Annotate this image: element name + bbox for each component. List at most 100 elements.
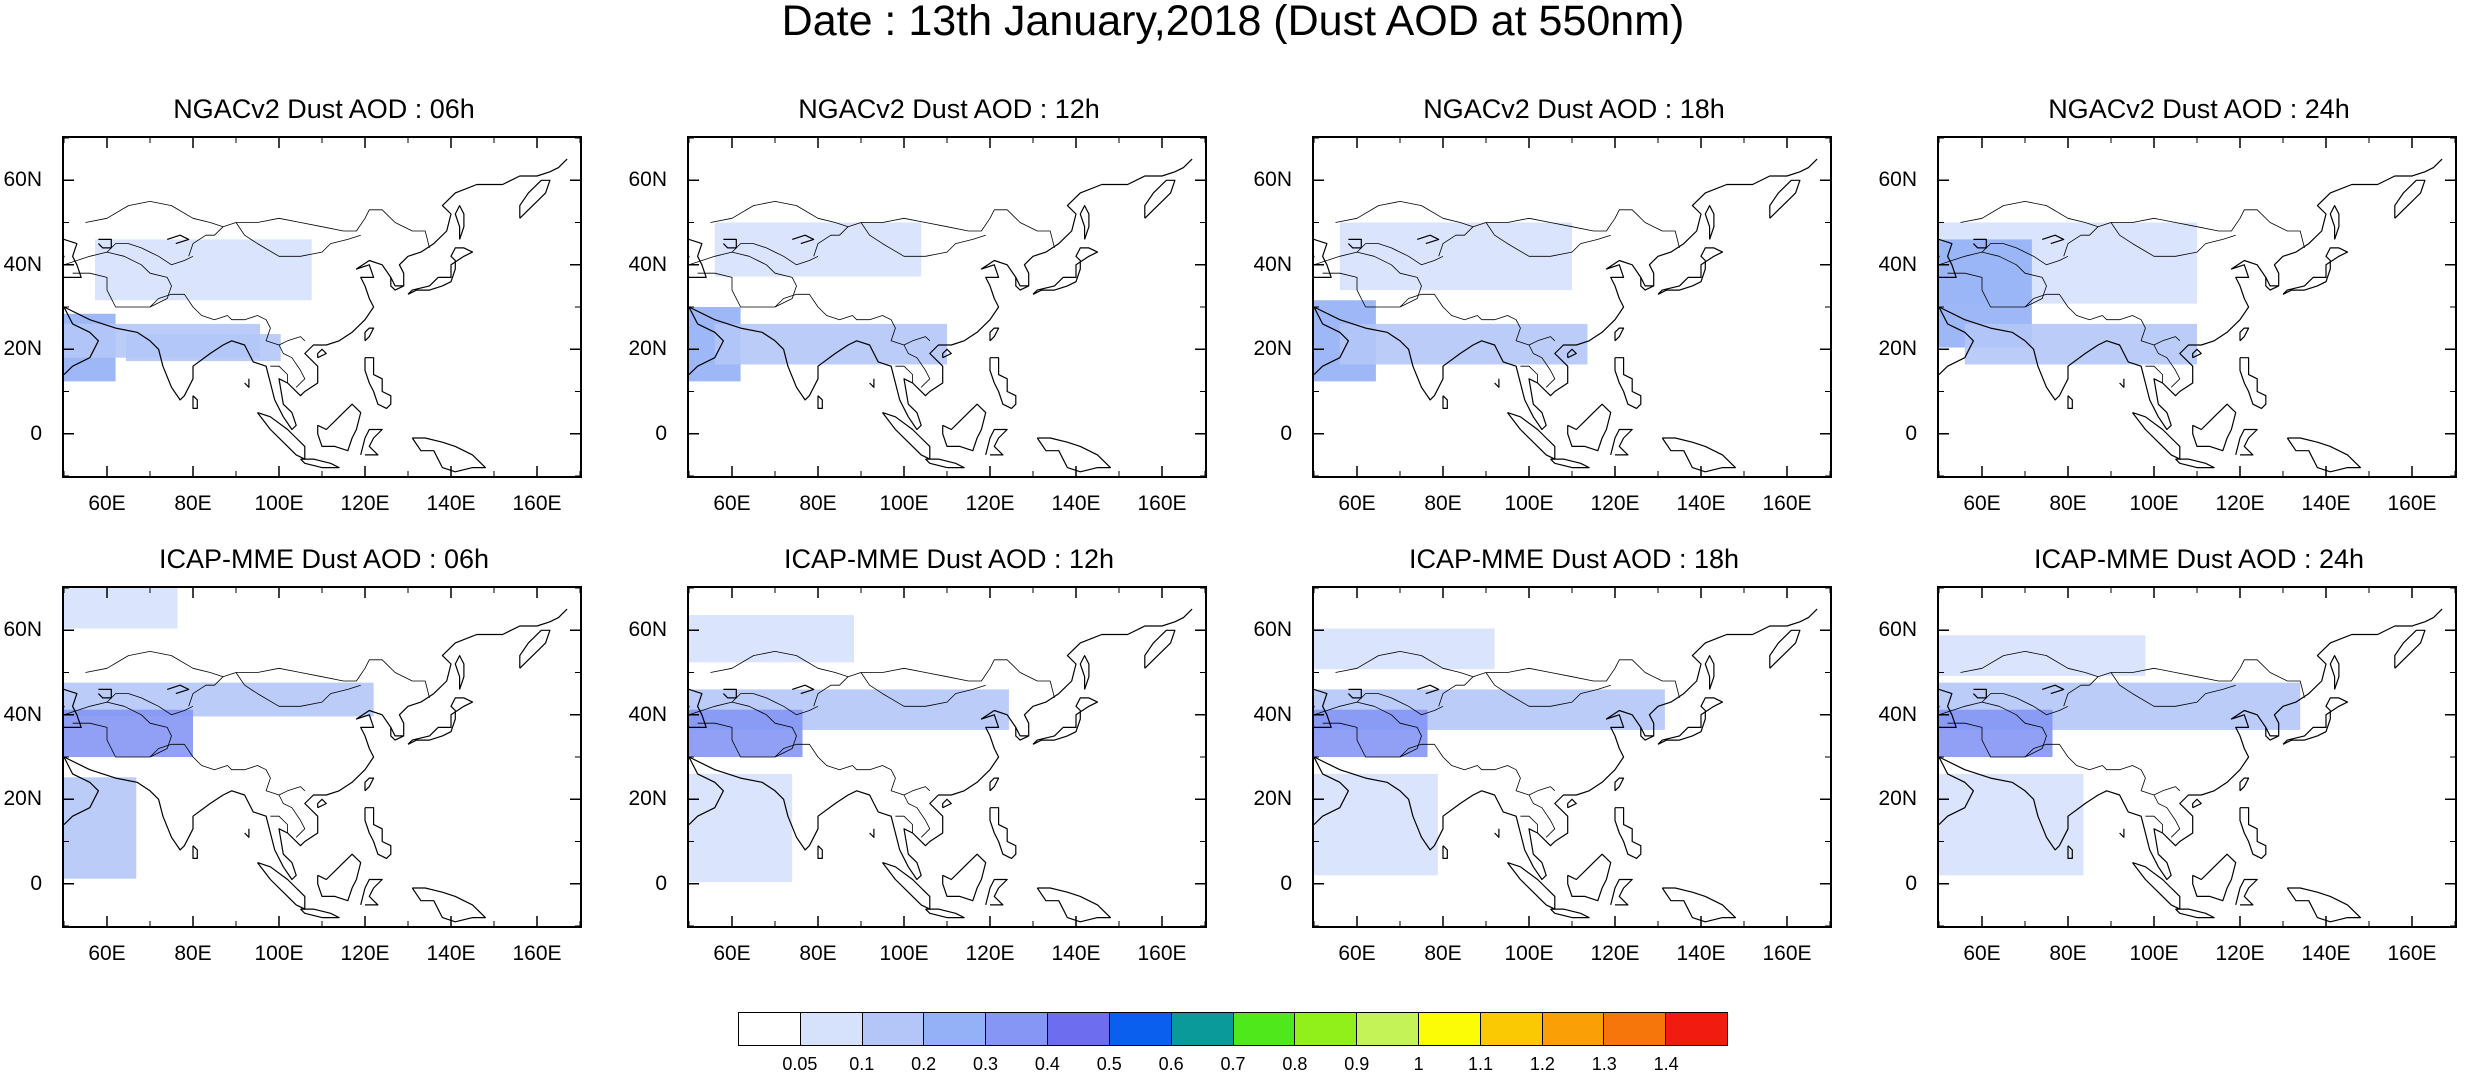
coastline	[1567, 798, 1577, 809]
lon-label: 140E	[426, 492, 476, 515]
coastline	[2394, 629, 2426, 669]
lat-label: 0	[30, 871, 42, 895]
coastline	[317, 348, 327, 359]
lat-label: 20N	[1253, 337, 1292, 361]
colorbar-label: 0.1	[849, 1054, 875, 1074]
coastline	[364, 357, 392, 409]
coastline	[85, 201, 430, 248]
coastline	[2063, 676, 2099, 707]
coastline	[1314, 701, 1422, 758]
coastline	[942, 348, 952, 359]
coastline	[2239, 777, 2250, 792]
coastline	[1036, 887, 1111, 923]
coastline	[1356, 243, 1444, 266]
lat-label: 40N	[3, 702, 42, 726]
map-canvas	[1939, 138, 2455, 476]
coastline	[1640, 277, 1654, 291]
lon-label: 100E	[1504, 492, 1554, 515]
coastline	[1485, 222, 1611, 257]
coastline	[925, 458, 965, 469]
coastline	[1939, 756, 1974, 826]
coastline	[860, 222, 986, 257]
coastline	[1438, 676, 1474, 707]
coastline	[860, 672, 986, 707]
dust-plume	[64, 588, 178, 629]
coastline	[244, 378, 250, 388]
dust-plume	[1939, 709, 2053, 757]
colorbar-cell	[1171, 1013, 1234, 1045]
lat-label: 0	[1280, 871, 1292, 895]
coastline	[942, 798, 952, 809]
coastline	[1494, 378, 1500, 388]
map-canvas	[1939, 588, 2455, 926]
map-canvas	[64, 138, 580, 476]
lon-label: 100E	[2129, 492, 2179, 515]
coastline	[882, 412, 931, 460]
lon-label: 160E	[512, 492, 562, 515]
lat-label: 60N	[1253, 168, 1292, 192]
coastline	[278, 794, 306, 838]
coastline	[360, 428, 383, 456]
lon-label: 140E	[2301, 942, 2351, 965]
coastline	[1939, 688, 1957, 728]
coastline	[2192, 798, 2202, 809]
coastline	[2329, 205, 2340, 240]
coastline	[2153, 794, 2181, 838]
lat-label: 0	[1905, 421, 1917, 445]
map-panel-7: ICAP-MME Dust AOD : 18h 60N 40N 20N 0 60E 80E 1…	[1253, 544, 1832, 965]
colorbar-label: 1	[1413, 1054, 1424, 1074]
coastline	[2175, 458, 2215, 469]
coastline	[85, 651, 430, 698]
coastline	[1661, 887, 1736, 923]
dust-plume	[64, 777, 137, 879]
coastline	[407, 247, 474, 295]
colorbar-label: 1.3	[1591, 1054, 1617, 1074]
coastline	[64, 158, 568, 431]
coastline	[2119, 828, 2125, 838]
panel-title: ICAP-MME Dust AOD : 24h	[2033, 544, 2365, 574]
lon-label: 80E	[174, 492, 212, 515]
coastline	[235, 222, 361, 257]
colorbar-cell	[800, 1013, 863, 1045]
colorbar-label: 0.8	[1282, 1054, 1308, 1074]
coastline	[2110, 672, 2236, 707]
coastline	[300, 908, 340, 919]
coastline	[710, 201, 1055, 248]
coastline	[1399, 293, 1556, 346]
coastline	[1036, 437, 1111, 473]
lon-label: 100E	[879, 942, 929, 965]
lon-label: 140E	[426, 942, 476, 965]
coastline	[360, 878, 383, 906]
coastline	[689, 238, 707, 278]
coastline	[1939, 251, 2047, 308]
coastline	[2145, 365, 2163, 383]
coastline	[2282, 697, 2349, 745]
coastline	[2329, 655, 2340, 690]
lat-label: 0	[1905, 871, 1917, 895]
coastline	[710, 651, 1055, 698]
coastline	[2239, 357, 2267, 409]
lat-label: 40N	[1253, 252, 1292, 276]
dust-plume	[125, 334, 281, 362]
coastline	[1520, 815, 1538, 833]
lat-label: 60N	[1878, 168, 1917, 192]
lat-label: 40N	[3, 252, 42, 276]
coastline	[813, 226, 849, 257]
coastline	[1356, 693, 1444, 716]
coastline	[390, 277, 404, 291]
coastline	[1507, 862, 1556, 910]
coastline	[903, 344, 931, 388]
coastline	[2235, 428, 2258, 456]
coastline	[1939, 306, 1974, 376]
coastline	[364, 807, 392, 859]
coastline	[192, 845, 198, 859]
coastline	[1335, 651, 1680, 698]
map-panel-6: ICAP-MME Dust AOD : 12h 60N 40N 20N 0 60E 80E 1…	[628, 544, 1207, 965]
colorbar-label: 0.3	[972, 1054, 999, 1074]
lon-label: 80E	[799, 942, 837, 965]
coastline	[64, 701, 172, 758]
coastline	[689, 701, 797, 758]
coastline	[989, 327, 1000, 342]
coastline	[411, 437, 486, 473]
coastline	[895, 365, 913, 383]
